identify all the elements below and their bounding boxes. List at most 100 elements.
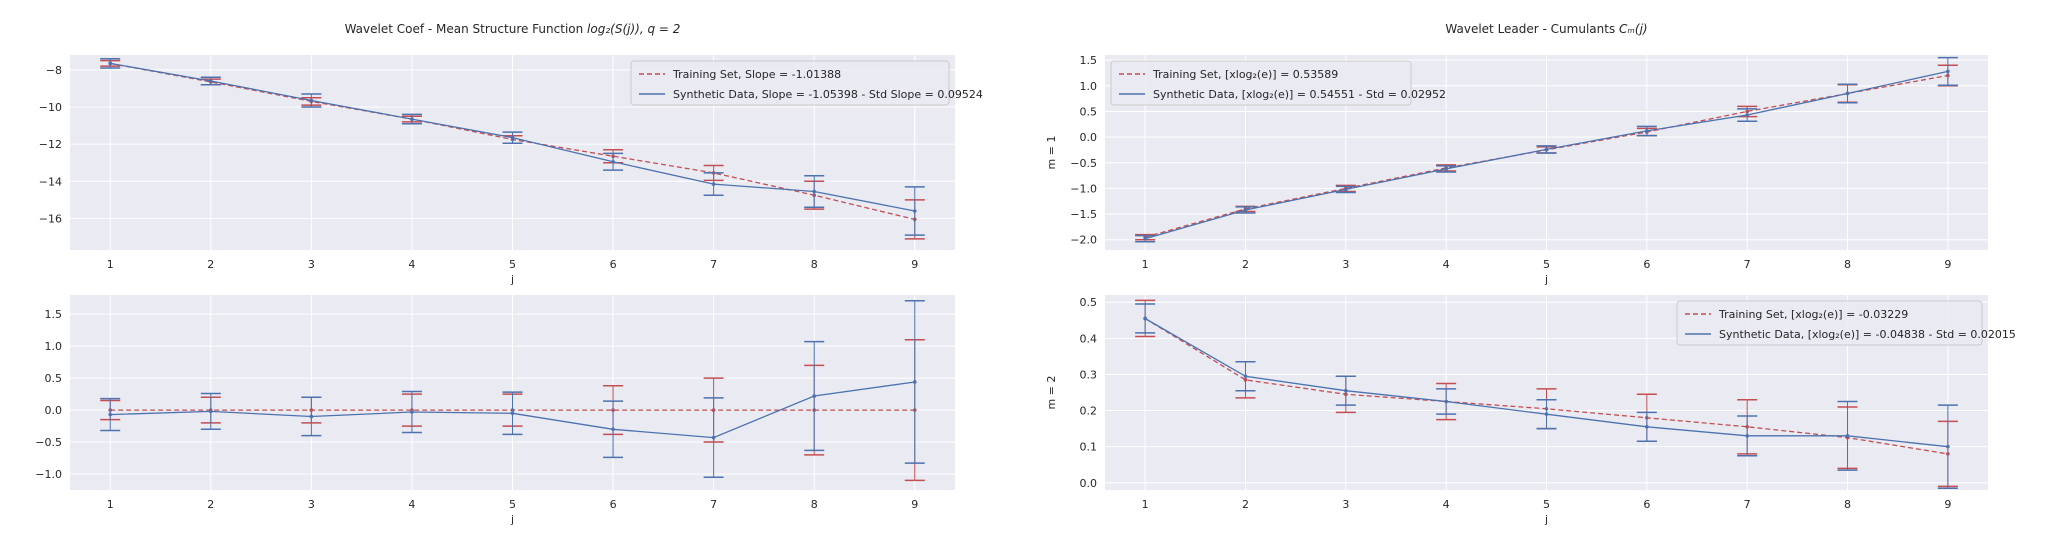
x-tick-label: 6 xyxy=(610,498,617,511)
legend-frame xyxy=(1110,60,1412,106)
legend: Training Set, Slope = -1.01388 Synthetic … xyxy=(630,60,983,106)
y-tick-label: 0.2 xyxy=(1080,405,1098,418)
legend-entry: Training Set, [xlog₂(e)] = 0.53589 xyxy=(1152,68,1338,81)
x-tick-label: 6 xyxy=(610,258,617,271)
y-tick-label: −0.5 xyxy=(1070,157,1097,170)
x-tick-label: 2 xyxy=(207,498,214,511)
y-tick-label: 1.5 xyxy=(45,308,63,321)
x-tick-label: 3 xyxy=(308,498,315,511)
data-point xyxy=(1243,374,1248,379)
x-tick-label: 7 xyxy=(1744,498,1751,511)
x-axis-label: j xyxy=(510,513,514,526)
x-tick-label: 8 xyxy=(1844,498,1851,511)
y-tick-label: 0.0 xyxy=(45,404,63,417)
chart-title: Wavelet Coef - Mean Structure Function l… xyxy=(345,22,681,36)
data-point xyxy=(711,435,716,440)
data-point xyxy=(1444,167,1448,171)
x-tick-label: 3 xyxy=(1342,258,1349,271)
legend-entry: Training Set, Slope = -1.01388 xyxy=(672,68,841,81)
y-tick-label: 0.0 xyxy=(1080,131,1098,144)
x-tick-label: 5 xyxy=(1543,258,1550,271)
y-tick-label: −14 xyxy=(39,175,62,188)
x-tick-label: 5 xyxy=(1543,498,1550,511)
y-tick-label: −0.5 xyxy=(35,436,62,449)
y-tick-label: −1.5 xyxy=(1070,208,1097,221)
x-tick-label: 4 xyxy=(1443,498,1450,511)
data-point xyxy=(1344,388,1348,393)
data-point xyxy=(912,380,917,384)
y-axis-label: m = 2 xyxy=(1045,376,1058,410)
x-tick-label: 3 xyxy=(1342,498,1349,511)
y-tick-label: 1.5 xyxy=(1080,54,1098,67)
data-point xyxy=(1745,113,1749,117)
x-tick-label: 5 xyxy=(509,498,516,511)
y-tick-label: −2.0 xyxy=(1070,234,1097,247)
data-point xyxy=(1946,444,1950,449)
data-point xyxy=(410,117,414,121)
x-tick-label: 4 xyxy=(1443,258,1450,271)
data-point xyxy=(1745,434,1749,438)
x-tick-label: 1 xyxy=(107,498,114,511)
legend-frame xyxy=(1676,300,1983,346)
data-point xyxy=(912,209,917,213)
data-point xyxy=(1143,316,1147,321)
y-tick-label: 1.0 xyxy=(45,340,63,353)
chart-panel-3: 1 2 3 4 5 6 7 8 9 1.5 1.0 0.5 0.0 −0.5 −1.0 −1.5 −2.0 j m … xyxy=(1045,22,1988,286)
y-tick-label: 0.1 xyxy=(1080,441,1098,454)
x-tick-label: 9 xyxy=(1944,498,1951,511)
x-tick-label: 2 xyxy=(1242,258,1249,271)
data-point xyxy=(1544,412,1549,416)
data-point xyxy=(510,411,515,416)
x-axis-label: j xyxy=(1544,273,1548,286)
legend-frame xyxy=(630,60,950,106)
y-tick-label: 0.5 xyxy=(45,372,63,385)
x-tick-label: 8 xyxy=(811,258,818,271)
x-tick-label: 9 xyxy=(911,498,918,511)
x-tick-label: 4 xyxy=(408,258,415,271)
series-synthetic xyxy=(1135,303,1958,489)
data-point xyxy=(1444,399,1448,404)
data-point xyxy=(812,189,817,194)
x-tick-label: 6 xyxy=(1643,498,1650,511)
data-point xyxy=(1544,147,1549,152)
y-tick-label: −16 xyxy=(39,212,62,225)
x-tick-label: 1 xyxy=(1142,258,1149,271)
x-tick-label: 9 xyxy=(1944,258,1951,271)
x-tick-label: 1 xyxy=(1142,498,1149,511)
legend: Training Set, [xlog₂(e)] = 0.53589 Synthe… xyxy=(1110,60,1446,106)
series-synthetic xyxy=(100,57,925,236)
x-tick-label: 8 xyxy=(811,498,818,511)
x-tick-label: 7 xyxy=(710,258,717,271)
y-tick-label: 1.0 xyxy=(1080,80,1098,93)
data-point xyxy=(1845,434,1850,438)
x-tick-label: 7 xyxy=(710,498,717,511)
x-tick-label: 6 xyxy=(1643,258,1650,271)
chart-panel-1: 1 2 3 4 5 6 7 8 9 −8 −10 −12 −14 −16 j Wavelet Coef - M… xyxy=(39,22,983,286)
data-point xyxy=(1645,425,1649,429)
y-tick-label: 0.3 xyxy=(1080,368,1098,381)
chart-panel-2: 1 2 3 4 5 6 7 8 9 1.5 1.0 0.5 0.0 −0.5 −1.0 j xyxy=(35,295,955,526)
y-axis-label: m = 1 xyxy=(1045,136,1058,170)
chart-title: Wavelet Leader - Cumulants Cₘ(j) xyxy=(1445,22,1647,36)
data-point xyxy=(410,410,414,414)
data-point xyxy=(510,135,515,140)
legend-entry: Synthetic Data, Slope = -1.05398 - Std S… xyxy=(673,88,983,101)
y-tick-label: −10 xyxy=(39,101,62,114)
y-tick-label: −8 xyxy=(46,64,62,77)
data-point xyxy=(1243,208,1248,212)
data-point xyxy=(812,394,817,398)
data-point xyxy=(1344,187,1348,192)
legend-entry: Synthetic Data, [xlog₂(e)] = 0.54551 - S… xyxy=(1153,88,1446,101)
x-tick-label: 9 xyxy=(911,258,918,271)
data-point xyxy=(611,427,615,432)
y-tick-label: −1.0 xyxy=(1070,182,1097,195)
y-tick-label: −1.0 xyxy=(35,468,62,481)
x-tick-label: 1 xyxy=(107,258,114,271)
y-tick-label: 0.5 xyxy=(1080,296,1098,309)
y-tick-label: 0.5 xyxy=(1080,105,1098,118)
y-tick-label: 0.4 xyxy=(1080,332,1098,345)
x-tick-label: 8 xyxy=(1844,258,1851,271)
data-point xyxy=(309,98,314,103)
data-point xyxy=(108,61,113,66)
data-point xyxy=(611,159,615,164)
